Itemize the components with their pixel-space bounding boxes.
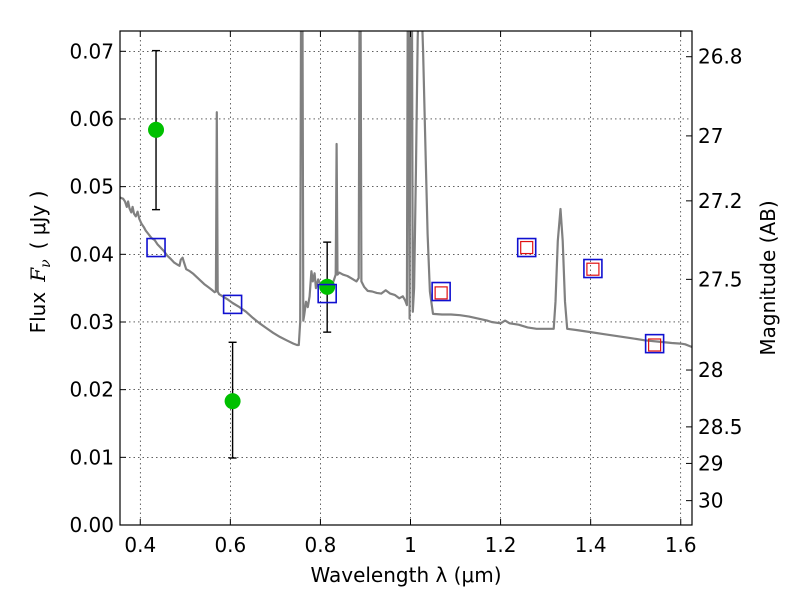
y2-tick-label: 27 — [698, 124, 723, 148]
x-tick-label: 1.2 — [485, 533, 517, 557]
model-flux-square — [516, 237, 537, 258]
y-tick-label: 0.05 — [69, 175, 114, 199]
observed-flux-point — [319, 278, 336, 295]
model-spectrum-line — [120, 31, 692, 349]
axis-ticks: 0.4 0.6 0.8 1 1.2 1.4 1.6 0.00 0.01 0.02 0.03 0.04 0… — [69, 31, 743, 557]
y-tick-label: 0.07 — [69, 39, 114, 63]
x-tick-label: 0.6 — [214, 533, 246, 557]
y-axis-label-prefix: Flux — [26, 292, 50, 334]
plot-frame — [119, 30, 693, 526]
y-tick-label: 0.02 — [69, 378, 114, 402]
x-axis-label: Wavelength λ (μm) — [310, 563, 501, 587]
model-flux-square — [317, 283, 337, 304]
model-flux-square — [431, 281, 451, 302]
predicted-flux-square — [520, 240, 534, 255]
predicted-flux-square — [434, 286, 448, 300]
y-axis-label-subscript: ν — [38, 259, 54, 268]
y2-tick-label: 30 — [698, 489, 723, 513]
plot-area — [120, 31, 692, 459]
y-axis-label-unit: ( μJy ) — [26, 191, 50, 250]
y2-tick-label: 27.2 — [698, 189, 743, 213]
y2-tick-label: 27.5 — [698, 267, 743, 291]
x-tick-label: 1.4 — [575, 533, 607, 557]
y-axis-label: Flux Fν ( μJy ) — [26, 191, 54, 334]
x-tick-label: 1.6 — [665, 533, 697, 557]
model-flux-square — [222, 294, 243, 315]
y2-tick-label: 28.5 — [698, 415, 743, 439]
y-axis-label-symbol: F — [26, 267, 50, 283]
y2-tick-label: 28 — [698, 358, 723, 382]
y-tick-label: 0.01 — [69, 445, 114, 469]
observed-flux-point — [148, 121, 165, 138]
y2-tick-label: 29 — [698, 451, 723, 475]
x-tick-label: 0.8 — [305, 533, 337, 557]
model-flux-square — [146, 237, 166, 258]
predicted-flux-square — [648, 338, 662, 352]
y-tick-label: 0.06 — [69, 107, 114, 131]
y-tick-label: 0.04 — [69, 242, 114, 266]
model-flux-square — [644, 333, 665, 354]
x-tick-label: 0.4 — [124, 533, 156, 557]
y-tick-label: 0.03 — [69, 310, 114, 334]
predicted-flux-square — [586, 262, 600, 276]
observed-flux-point — [224, 393, 241, 410]
x-tick-label: 1 — [404, 533, 417, 557]
y2-tick-label: 26.8 — [698, 45, 743, 69]
y-tick-label: 0.00 — [69, 513, 114, 537]
model-flux-square — [583, 258, 603, 279]
y2-axis-label: Magnitude (AB) — [756, 200, 780, 355]
